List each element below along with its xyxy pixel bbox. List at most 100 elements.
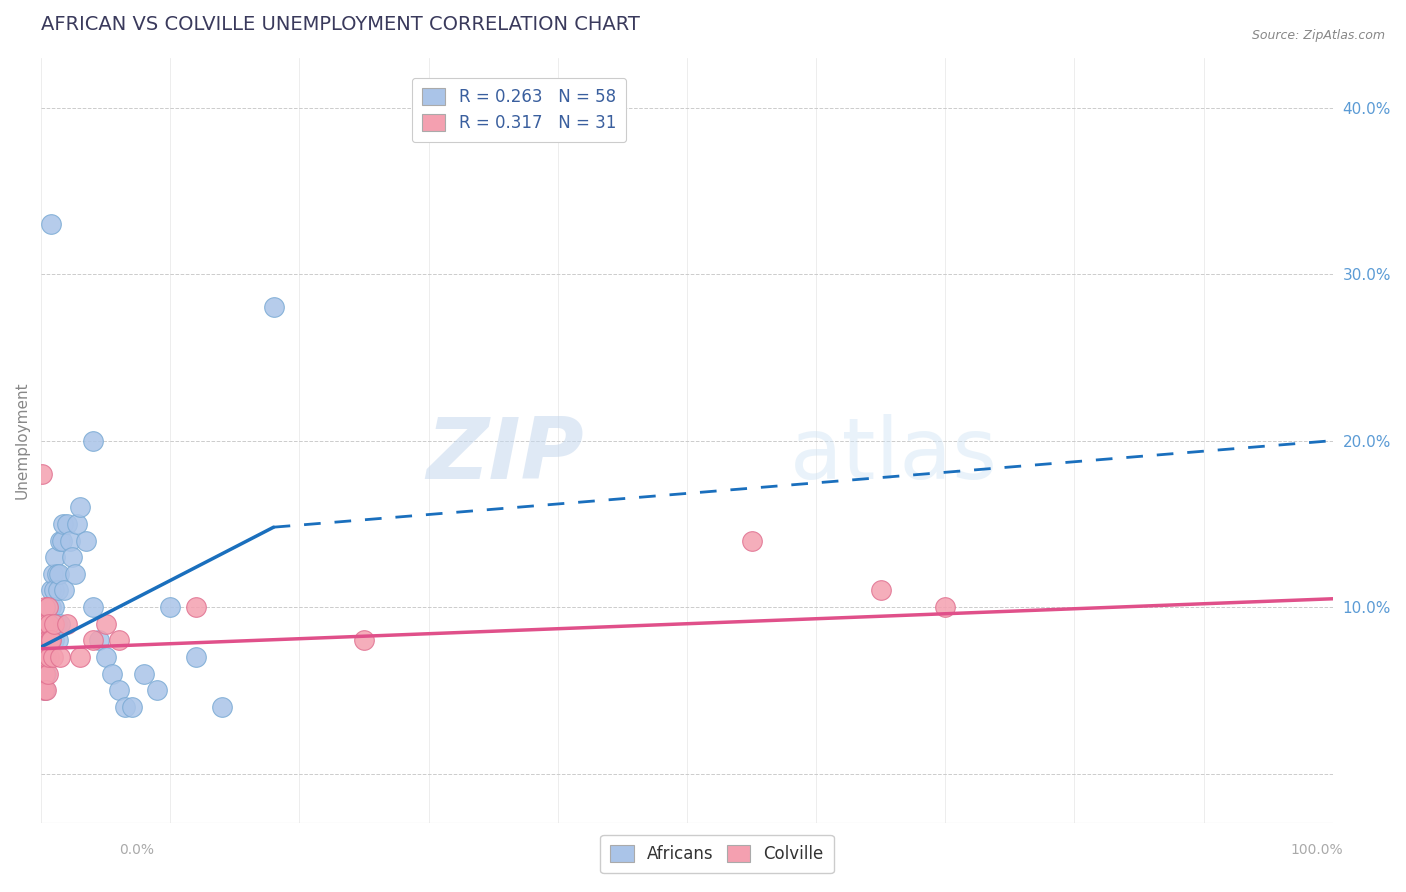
Point [134,666,156,681]
Point [66,516,89,531]
Point [353,633,375,648]
Point [41,583,63,598]
Point [94,616,117,631]
Point [53,583,76,598]
Point [37,633,59,648]
Point [49,650,72,665]
Point [82,633,104,648]
Point [211,700,233,714]
Text: 100.0%: 100.0% [1291,843,1343,857]
Point [41,600,63,615]
Point [37,600,59,615]
Point [934,600,956,615]
Point [42,616,65,631]
Point [146,683,169,698]
Point [31,633,53,648]
Point [35,616,58,631]
Point [69,650,91,665]
Text: ZIP: ZIP [426,415,583,498]
Point [32,616,55,631]
Point [35,650,58,665]
Point [114,700,136,714]
Point [51,533,73,548]
Point [263,301,285,315]
Point [37,650,59,665]
Point [34,666,56,681]
Point [107,683,129,698]
Point [31,633,53,648]
Point [35,633,58,648]
Point [34,650,56,665]
Point [184,600,207,615]
Point [49,616,72,631]
Point [60,550,83,565]
Point [56,616,79,631]
Point [37,633,59,648]
Point [94,650,117,665]
Point [46,633,69,648]
Point [35,666,58,681]
Point [34,600,56,615]
Legend: R = 0.263   N = 58, R = 0.317   N = 31: R = 0.263 N = 58, R = 0.317 N = 31 [412,78,626,142]
Point [38,616,60,631]
Point [52,516,75,531]
Point [82,434,104,448]
Point [869,583,891,598]
Point [82,600,104,615]
Point [38,650,60,665]
Point [34,633,56,648]
Point [38,633,60,648]
Point [46,583,69,598]
Point [31,467,53,481]
Point [45,616,67,631]
Point [48,566,70,581]
Point [741,533,763,548]
Point [32,616,55,631]
Point [37,666,59,681]
Point [101,666,124,681]
Point [39,616,62,631]
Point [42,616,65,631]
Point [107,633,129,648]
Text: atlas: atlas [790,415,998,498]
Point [58,533,80,548]
Point [45,566,67,581]
Point [42,633,65,648]
Point [39,633,62,648]
Point [41,616,63,631]
Point [32,650,55,665]
Point [39,600,62,615]
Point [159,600,181,615]
Point [184,650,207,665]
Point [63,566,86,581]
Point [121,700,143,714]
Point [34,683,56,698]
Point [44,550,66,565]
Point [89,633,111,648]
Point [39,633,62,648]
Point [34,666,56,681]
Point [49,533,72,548]
Point [75,533,97,548]
Point [41,217,63,231]
Point [35,683,58,698]
Point [56,516,79,531]
Point [38,616,60,631]
Y-axis label: Unemployment: Unemployment [15,382,30,500]
Point [42,583,65,598]
Point [42,650,65,665]
Point [35,650,58,665]
Point [69,500,91,515]
Point [42,600,65,615]
Legend: Africans, Colville: Africans, Colville [600,835,834,873]
Text: AFRICAN VS COLVILLE UNEMPLOYMENT CORRELATION CHART: AFRICAN VS COLVILLE UNEMPLOYMENT CORRELA… [41,15,640,34]
Point [32,650,55,665]
Point [42,566,65,581]
Point [38,600,60,615]
Point [32,683,55,698]
Point [41,633,63,648]
Text: Source: ZipAtlas.com: Source: ZipAtlas.com [1251,29,1385,42]
Point [37,616,59,631]
Point [44,616,66,631]
Text: 0.0%: 0.0% [120,843,155,857]
